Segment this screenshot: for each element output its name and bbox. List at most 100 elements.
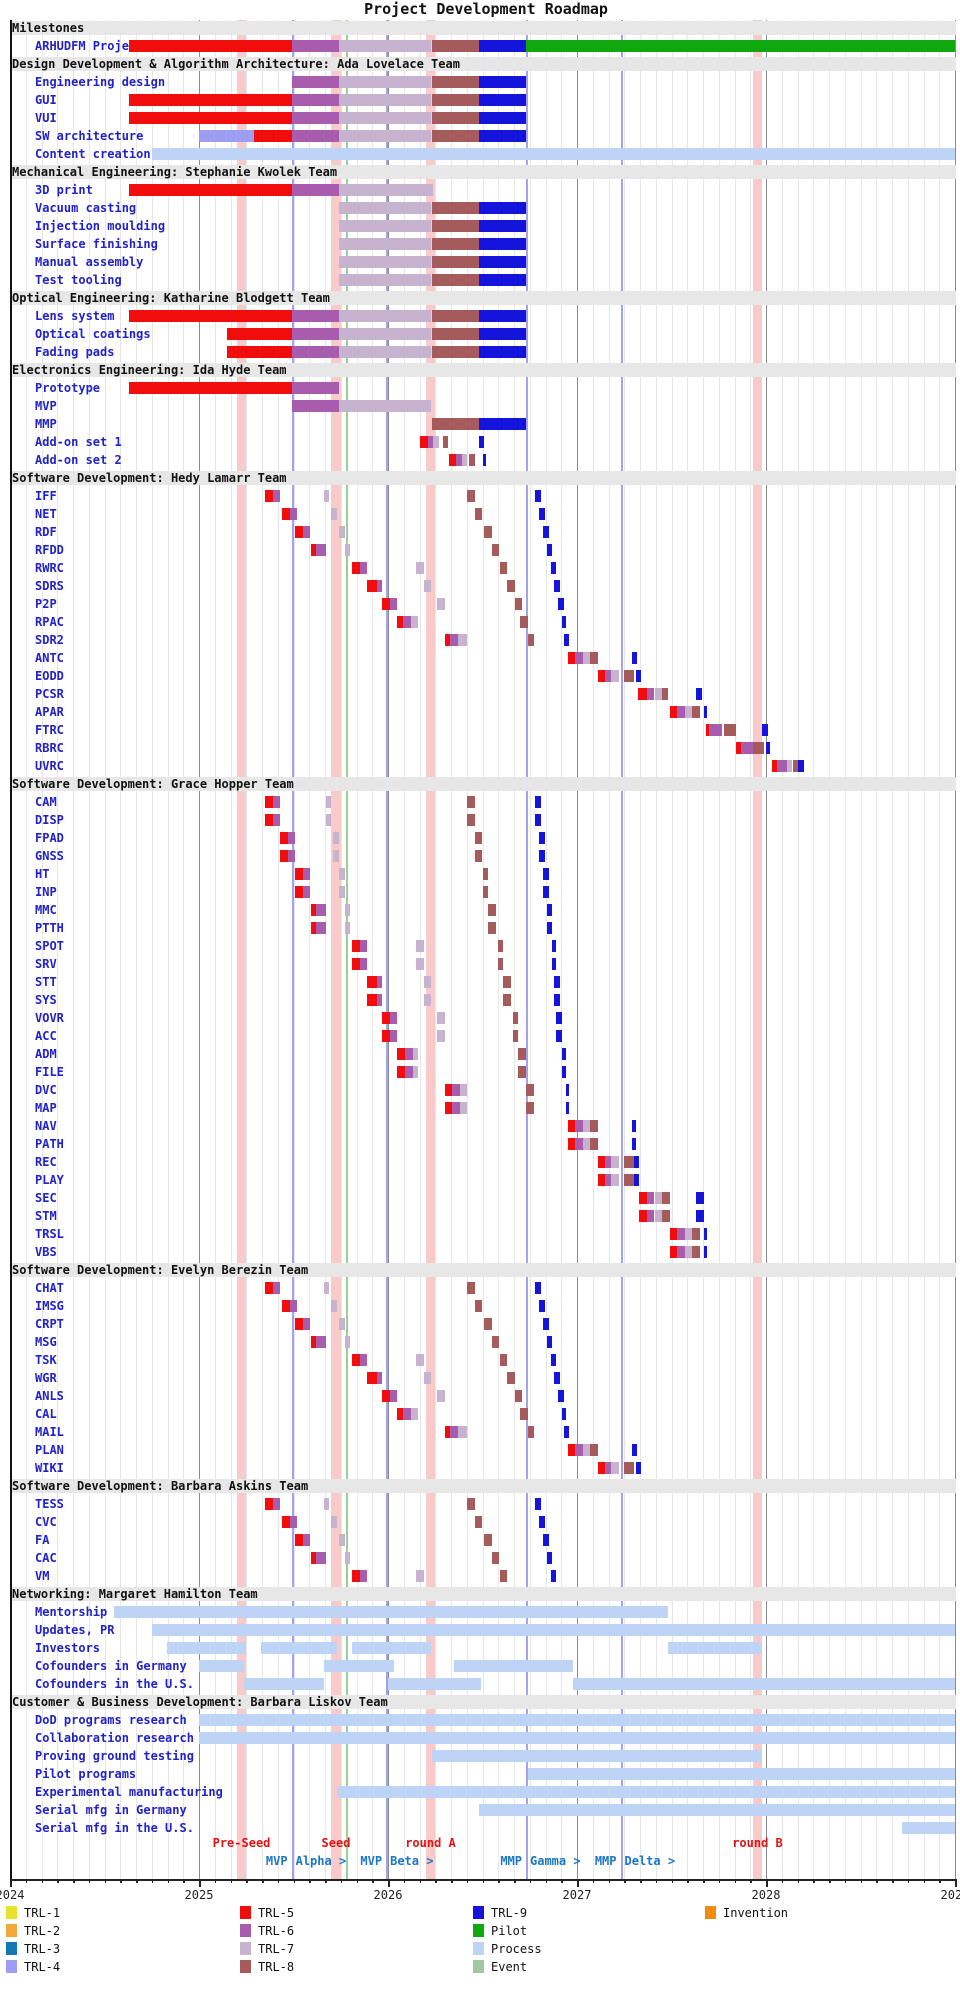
task-row-label: ANTC [35,651,64,665]
gantt-bar-trl8 [692,1228,700,1240]
gantt-bar-trl5 [597,670,606,682]
gantt-bar-trl5 [597,1174,606,1186]
gantt-bar-trl8 [503,976,511,988]
gantt-bar-process [199,1732,955,1744]
gantt-bar-trl8 [724,724,736,736]
x-axis-minor-tick [167,1879,169,1883]
gantt-bar-process [151,148,956,160]
gantt-bar-trl6 [291,346,339,358]
gantt-bar-trl5 [352,1354,360,1366]
task-row-label: HT [35,867,50,881]
gantt-bar-trl5 [265,796,273,808]
task-row-label: TSK [35,1353,57,1367]
grid-month-line [923,20,925,1879]
gantt-bar-trl8 [662,688,668,700]
grid-month-line [529,20,531,1879]
legend-swatch-trl6 [240,1924,251,1937]
gantt-bar-trl5 [639,1192,647,1204]
gantt-bar-trl7 [333,850,339,862]
gantt-bar-trl8 [692,706,700,718]
gantt-bar-trl8 [484,526,492,538]
task-row-label: Serial mfg in Germany [35,1803,187,1817]
gantt-bar-trl7 [461,454,468,466]
gantt-bar-trl7 [423,994,432,1006]
task-row-label: SRV [35,957,57,971]
gantt-bar-trl7 [416,958,424,970]
legend-label: TRL-7 [258,1942,295,1956]
task-row-label: EODD [35,669,64,683]
milestone-label-suffix: Delta > [624,1854,676,1868]
section-header: Software Development: Barbara Askins Tea… [12,1479,309,1493]
gantt-bar-trl7 [437,598,445,610]
gantt-bar-trl8 [518,1066,526,1078]
gantt-bar-trl8 [467,796,475,808]
gantt-bar-trl5 [567,1120,576,1132]
task-row-label: Cofounders in Germany [35,1659,187,1673]
gantt-bar-trl7 [344,904,351,916]
gantt-bar-trl6 [709,724,723,736]
gantt-bar-trl7 [338,1318,345,1330]
gantt-bar-trl9 [633,1174,640,1186]
gantt-bar-trl5 [352,562,360,574]
x-axis-minor-tick [561,1879,563,1883]
legend-label: TRL-3 [24,1942,61,1956]
gantt-bar-trl5 [567,652,576,664]
gantt-bar-trl5 [639,1210,647,1222]
grid-month-line [482,20,484,1879]
gantt-bar-trl7 [611,1462,619,1474]
task-row-label: MVP [35,399,57,413]
legend-swatch-pilot [473,1924,484,1937]
gantt-bar-trl6 [316,904,326,916]
gantt-bar-trl6 [291,310,339,322]
x-axis-minor-tick [435,1879,437,1883]
gantt-bar-trl9 [550,562,557,574]
grid-month-line [230,20,232,1879]
gantt-bar-trl8 [497,940,504,952]
gantt-bar-trl8 [474,1516,483,1528]
gantt-bar-trl8 [474,850,483,862]
gantt-bar-trl6 [302,1534,311,1546]
gantt-bar-trl8 [484,1534,492,1546]
gantt-bar-trl6 [291,328,339,340]
gantt-bar-trl6 [405,1048,413,1060]
task-row-label: NET [35,507,57,521]
x-axis-minor-tick [277,1879,280,1883]
gantt-bar-trl9 [539,1516,545,1528]
grid-year-line [766,20,767,1879]
task-row-label: Lens system [35,309,115,323]
x-axis-minor-tick [608,1879,610,1883]
legend-label: TRL-4 [24,1960,61,1974]
x-axis-minor-tick [183,1879,185,1883]
gantt-bar-trl5 [265,1498,273,1510]
gantt-bar-trl6 [646,1192,655,1204]
gantt-bar-trl5 [352,958,360,970]
gantt-bar-trl5 [253,130,292,142]
gantt-bar-trl8 [499,1354,508,1366]
gantt-bar-trl7 [416,1354,424,1366]
gantt-bar-trl8 [590,1120,598,1132]
gantt-bar-trl7 [582,1138,591,1150]
x-axis-minor-tick [73,1879,75,1883]
gantt-bar-trl6 [289,508,298,520]
gantt-bar-trl8 [431,418,479,430]
gantt-bar-trl9 [535,814,542,826]
section-header: Software Development: Grace Hopper Team [12,777,294,791]
x-axis-minor-tick [25,1879,28,1883]
grid-month-line [120,20,122,1879]
x-axis-minor-tick [451,1879,453,1883]
gantt-bar-trl6 [456,454,462,466]
grid-month-line [88,20,90,1879]
milestone-label-suffix: Beta > [390,1854,434,1868]
task-row-label: Mentorship [35,1605,108,1619]
gantt-bar-trl9 [539,508,545,520]
gantt-bar-trl7 [344,544,351,556]
grid-month-line [655,20,657,1879]
gantt-bar-trl9 [539,1300,545,1312]
grid-month-line [640,20,641,1879]
legend-swatch-trl8 [240,1960,251,1973]
legend-swatch-trl9 [473,1906,484,1919]
gantt-bar-trl7 [459,1102,468,1114]
task-row-label: MAP [35,1101,57,1115]
grid-month-line [277,20,279,1879]
gantt-bar-trl6 [389,1030,398,1042]
